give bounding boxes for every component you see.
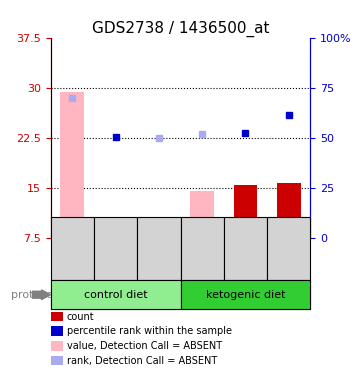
Text: GSM187261: GSM187261: [155, 221, 163, 276]
Text: count: count: [67, 312, 95, 322]
Text: ketogenic diet: ketogenic diet: [206, 290, 285, 300]
Bar: [104, 218, 127, 238]
Text: GSM187263: GSM187263: [241, 221, 250, 276]
Text: GDS2738 / 1436500_at: GDS2738 / 1436500_at: [92, 21, 269, 37]
Text: control diet: control diet: [84, 290, 147, 300]
Text: value, Detection Call = ABSENT: value, Detection Call = ABSENT: [67, 341, 222, 351]
Bar: [277, 183, 301, 238]
Text: GSM187264: GSM187264: [284, 221, 293, 276]
Text: rank, Detection Call = ABSENT: rank, Detection Call = ABSENT: [67, 356, 217, 366]
Text: GSM187259: GSM187259: [68, 221, 77, 276]
Text: GSM187260: GSM187260: [111, 221, 120, 276]
Text: protocol: protocol: [11, 290, 56, 300]
Bar: [60, 92, 84, 238]
Bar: [190, 192, 214, 238]
Text: percentile rank within the sample: percentile rank within the sample: [67, 326, 232, 336]
Text: GSM187262: GSM187262: [198, 221, 206, 276]
Bar: [234, 185, 257, 238]
Bar: [147, 218, 171, 238]
